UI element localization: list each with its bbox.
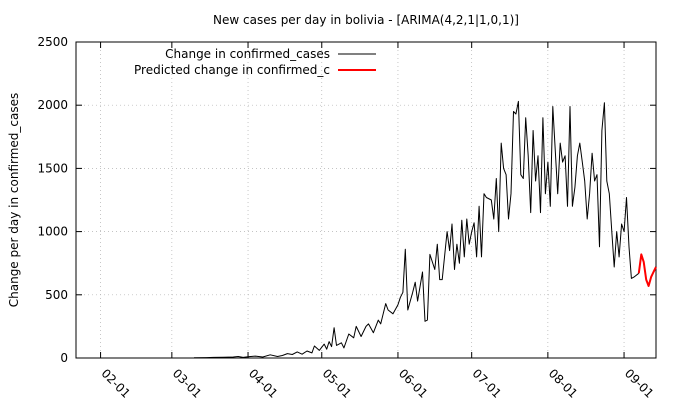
- series-layer: [193, 100, 657, 359]
- x-tick-label: 05-01: [320, 366, 355, 400]
- chart-title: New cases per day in bolivia - [ARIMA(4,…: [213, 13, 519, 27]
- series-line-observed: [193, 100, 640, 359]
- x-axis-ticks: 02-01 03-01 04-01 05-01 06-01 07-01 08-01 09-01: [98, 42, 656, 400]
- y-tick-label: 2000: [37, 98, 68, 112]
- legend: Change in confirmed_cases Predicted chan…: [134, 47, 376, 77]
- y-tick-label: 1500: [37, 161, 68, 175]
- x-tick-label: 06-01: [396, 366, 431, 400]
- legend-label-observed: Change in confirmed_cases: [165, 47, 330, 61]
- x-tick-label: 04-01: [246, 366, 281, 400]
- x-tick-label: 08-01: [546, 366, 581, 400]
- y-axis-ticks: 0 500 1000 1500 2000 2500: [37, 35, 656, 365]
- y-tick-label: 1000: [37, 225, 68, 239]
- y-tick-label: 2500: [37, 35, 68, 49]
- plot-frame: [75, 41, 657, 359]
- x-tick-label: 09-01: [622, 366, 657, 400]
- x-tick-label: 02-01: [98, 366, 133, 400]
- x-tick-label: 03-01: [170, 366, 205, 400]
- x-tick-label: 07-01: [470, 366, 505, 400]
- y-tick-label: 0: [60, 351, 68, 365]
- series-line-predicted: [637, 253, 657, 287]
- legend-label-predicted: Predicted change in confirmed_c: [134, 63, 330, 77]
- grid-lines: [76, 42, 656, 358]
- y-axis-label: Change per day in confirmed_cases: [7, 93, 21, 308]
- y-tick-label: 500: [45, 288, 68, 302]
